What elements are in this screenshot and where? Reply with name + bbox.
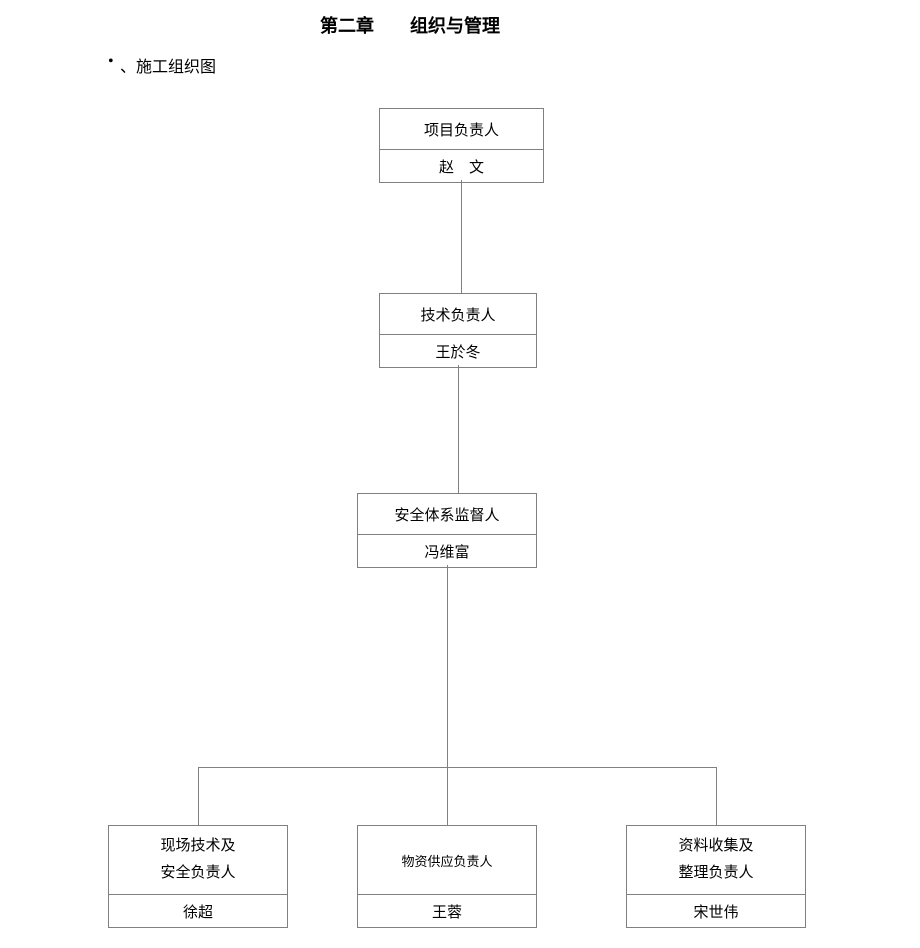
chapter-title: 第二章 组织与管理 xyxy=(320,12,500,38)
connector-line xyxy=(198,767,716,768)
org-node-document-collection: 资料收集及 整理负责人 宋世伟 xyxy=(626,825,806,928)
org-node-role: 安全体系监督人 xyxy=(358,494,536,534)
org-node-role: 资料收集及 整理负责人 xyxy=(627,826,805,894)
chapter-title-text: 第二章 组织与管理 xyxy=(320,16,500,36)
org-node-name: 徐超 xyxy=(109,895,287,927)
org-node-name: 宋世伟 xyxy=(627,895,805,927)
org-node-role: 技术负责人 xyxy=(380,294,536,334)
connector-line xyxy=(447,565,448,767)
section-subtitle: 、施工组织图 xyxy=(120,53,216,77)
org-node-role: 现场技术及 安全负责人 xyxy=(109,826,287,894)
org-node-name: 王蓉 xyxy=(358,895,536,927)
org-node-name: 赵 文 xyxy=(380,150,543,182)
org-node-role: 项目负责人 xyxy=(380,109,543,149)
connector-line xyxy=(458,365,459,493)
org-node-tech-lead: 技术负责人 王於冬 xyxy=(379,293,537,368)
org-node-name: 王於冬 xyxy=(380,335,536,367)
connector-line xyxy=(716,767,717,825)
org-node-name: 冯维富 xyxy=(358,535,536,567)
org-node-site-tech-safety: 现场技术及 安全负责人 徐超 xyxy=(108,825,288,928)
org-node-role: 物资供应负责人 xyxy=(358,826,536,894)
section-bullet: • xyxy=(108,53,114,71)
org-node-safety-supervisor: 安全体系监督人 冯维富 xyxy=(357,493,537,568)
connector-line xyxy=(461,180,462,293)
connector-line xyxy=(198,767,199,825)
org-node-material-supply: 物资供应负责人 王蓉 xyxy=(357,825,537,928)
connector-line xyxy=(447,767,448,825)
org-node-project-lead: 项目负责人 赵 文 xyxy=(379,108,544,183)
